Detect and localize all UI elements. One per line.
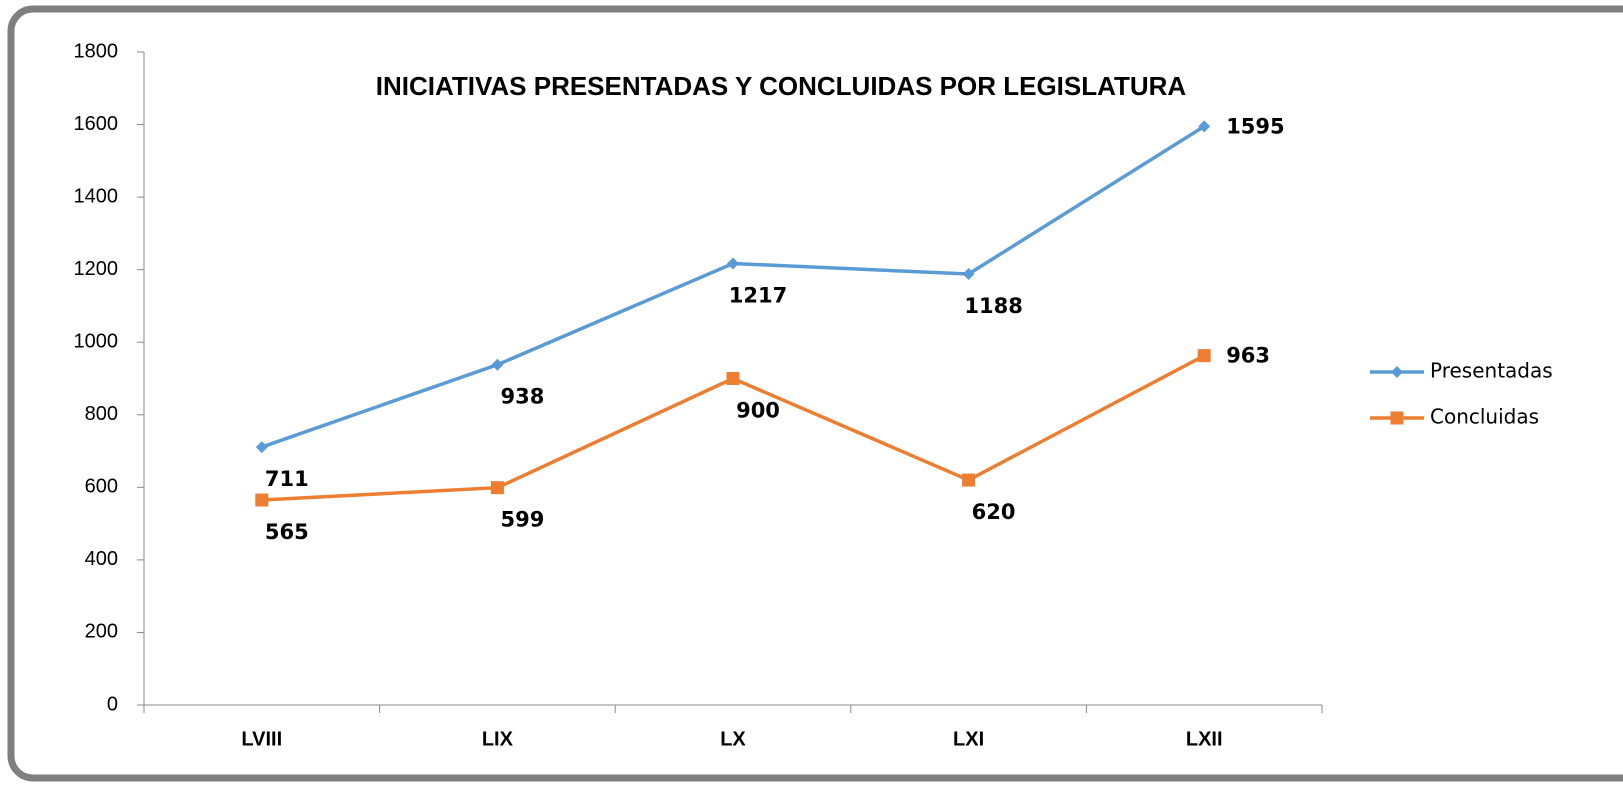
- data-point: [962, 473, 976, 487]
- y-tick-label: 1200: [74, 258, 119, 280]
- data-point: [490, 481, 504, 495]
- y-tick-label: 600: [85, 476, 118, 498]
- x-tick-label: LVIII: [241, 728, 282, 750]
- data-point: [1197, 349, 1211, 363]
- y-tick-label: 0: [107, 693, 118, 715]
- legend-label: Presentadas: [1430, 359, 1553, 383]
- y-tick-label: 800: [85, 403, 118, 425]
- data-label: 620: [972, 500, 1016, 524]
- x-tick-label: LX: [720, 728, 746, 750]
- data-label: 963: [1226, 344, 1270, 368]
- y-tick-label: 1400: [74, 185, 119, 207]
- data-label: 565: [265, 520, 309, 544]
- data-point: [727, 257, 739, 270]
- data-point: [726, 372, 740, 385]
- legend-marker: [1390, 411, 1404, 425]
- x-tick-label: LIX: [482, 728, 514, 750]
- x-tick-label: LXII: [1186, 728, 1223, 750]
- y-tick-label: 200: [85, 621, 118, 643]
- data-label: 1188: [964, 294, 1022, 318]
- y-tick-label: 1000: [74, 331, 119, 353]
- data-label: 900: [736, 399, 780, 423]
- data-label: 938: [500, 385, 544, 409]
- data-label: 599: [500, 508, 544, 532]
- data-point: [1198, 120, 1211, 133]
- data-point: [491, 358, 504, 371]
- chart-title: INICIATIVAS PRESENTADAS Y CONCLUIDAS POR…: [376, 71, 1187, 101]
- data-point: [962, 268, 975, 281]
- y-tick-label: 1800: [74, 40, 119, 62]
- legend-marker: [1391, 366, 1403, 378]
- chart-border: [7, 5, 1623, 782]
- legend-label: Concluidas: [1430, 405, 1539, 429]
- data-label: 1217: [729, 283, 787, 307]
- x-tick-label: LXI: [953, 728, 984, 750]
- data-point: [255, 493, 269, 507]
- y-tick-label: 1600: [74, 113, 119, 135]
- y-tick-label: 400: [85, 548, 118, 570]
- data-label: 1595: [1226, 114, 1284, 138]
- data-point: [255, 441, 268, 454]
- data-label: 711: [265, 467, 309, 491]
